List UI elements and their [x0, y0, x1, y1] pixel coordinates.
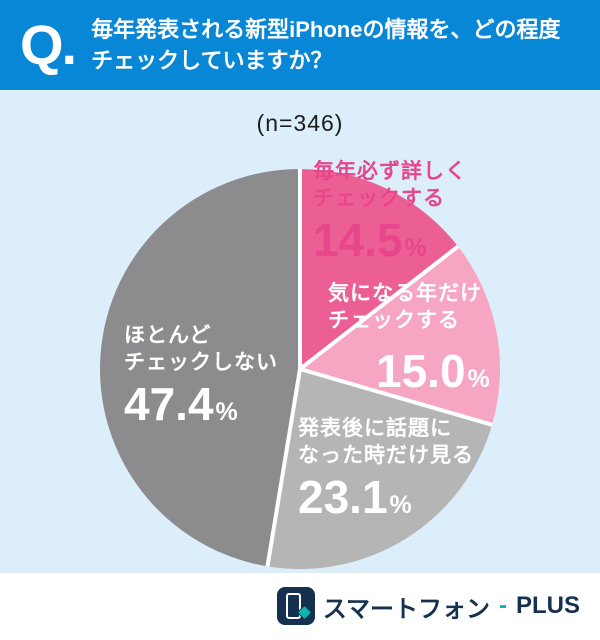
smartphone-logo-icon — [276, 587, 315, 625]
percent-sign: % — [404, 234, 427, 262]
slice-percentage-value: 23.1 — [298, 471, 388, 523]
slice-label-check-every-year: 毎年必ず詳しく チェックする 14.5% — [313, 158, 467, 263]
slice-label-text: チェックする — [313, 187, 445, 210]
slice-label-text: ほとんど — [124, 324, 212, 347]
slice-percentage: 23.1% — [298, 474, 474, 520]
slice-percentage: 15.0% — [376, 348, 490, 394]
percent-sign: % — [389, 491, 412, 519]
slice-label-text: 気になる年だけ — [328, 282, 482, 305]
slice-percentage-value: 15.0 — [376, 345, 466, 397]
percent-sign: % — [215, 398, 238, 426]
question-title-line2: チェックしていますか？ — [91, 48, 333, 73]
pie-slice — [300, 169, 459, 369]
pie-slice — [300, 246, 500, 425]
phone-glyph — [285, 593, 301, 619]
slice-separator — [265, 368, 302, 567]
slice-label-text: チェックしない — [124, 351, 278, 374]
slice-label-check-some-years: 気になる年だけ チェックする 15.0% — [328, 280, 490, 394]
question-header: Q. 毎年発表される新型iPhoneの情報を、どの程度 チェックしていますか？ — [0, 0, 600, 90]
brand-separator: - — [498, 592, 507, 619]
slice-label-watch-after-buzz: 発表後に話題に なった時だけ見る 23.1% — [298, 415, 474, 520]
brand-logo: スマートフォン - PLUS — [276, 587, 580, 625]
slice-percentage: 47.4% — [124, 381, 278, 427]
slice-percentage: 14.5% — [313, 217, 467, 263]
brand-name-right: PLUS — [515, 592, 580, 619]
footer: スマートフォン - PLUS — [0, 573, 600, 640]
pie-slice — [267, 369, 493, 569]
slice-label-text: 毎年必ず詳しく — [313, 160, 467, 183]
pie-chart — [100, 169, 500, 569]
q-mark: Q. — [20, 12, 77, 76]
question-title: 毎年発表される新型iPhoneの情報を、どの程度 チェックしていますか？ — [91, 14, 560, 76]
slice-label-text: なった時だけ見る — [298, 444, 474, 467]
slice-label-text: 発表後に話題に — [298, 417, 452, 440]
sample-size: (n=346) — [256, 110, 344, 136]
percent-sign: % — [467, 365, 490, 393]
slice-percentage-value: 47.4 — [124, 378, 214, 430]
brand-name-left: スマートフォン — [322, 595, 490, 623]
chart-area: (n=346) 毎年必ず詳しく チェックする 14.5% 気になる年だけ チェッ… — [0, 90, 600, 573]
slice-separator — [298, 244, 460, 371]
pie-slice — [100, 169, 301, 567]
slice-separator — [299, 367, 493, 427]
slice-percentage-value: 14.5 — [313, 214, 403, 266]
slice-label-text: チェックする — [328, 309, 460, 332]
question-title-line1: 毎年発表される新型iPhoneの情報を、どの程度 — [91, 16, 561, 42]
slice-label-rarely-check: ほとんど チェックしない 47.4% — [124, 322, 278, 427]
